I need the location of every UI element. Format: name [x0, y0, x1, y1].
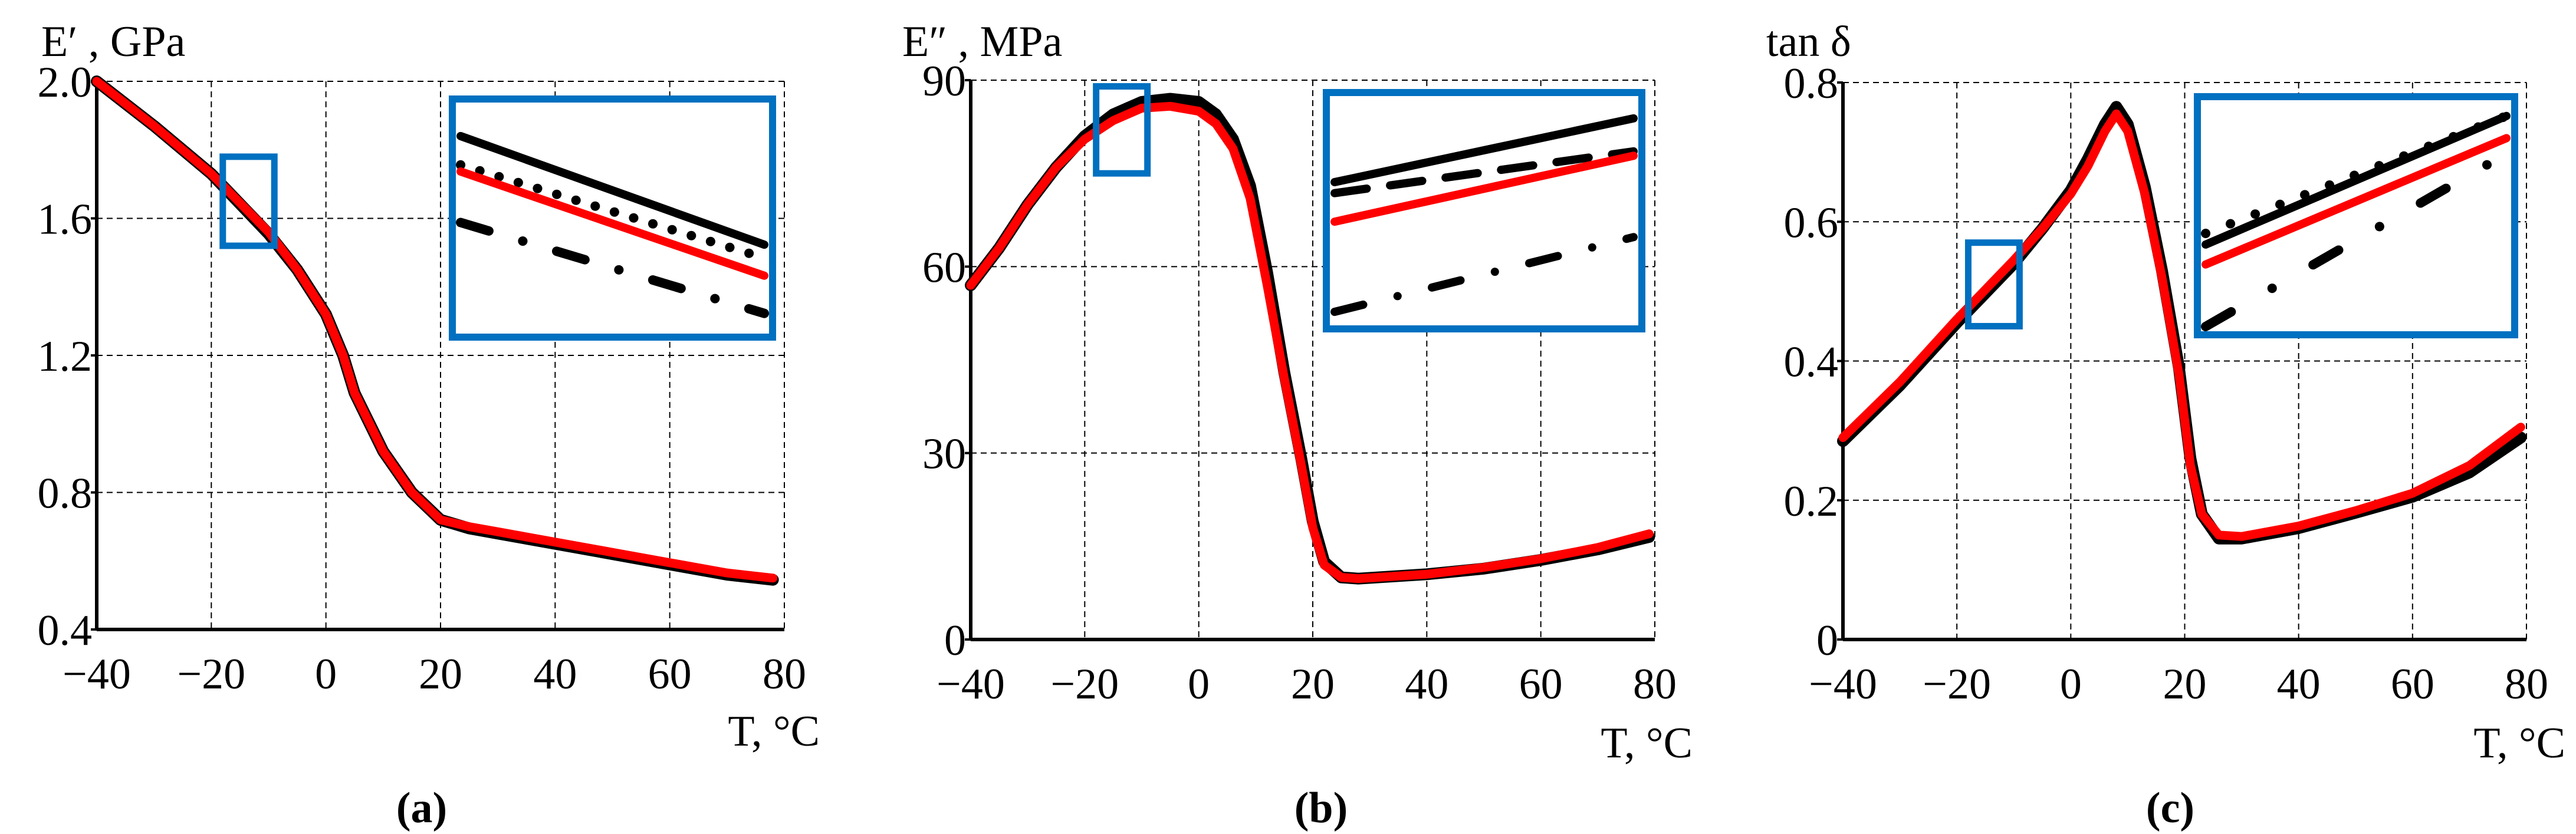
panel-label: (c): [2146, 784, 2194, 832]
x-tick-label: −20: [177, 650, 245, 698]
y-tick-label: 0.4: [38, 606, 93, 655]
x-tick-label: 80: [2505, 660, 2548, 708]
inset-panel: [449, 95, 776, 341]
x-axis-title: T, °C: [2473, 719, 2565, 767]
inset-background: [452, 99, 773, 337]
y-tick-label: 0.8: [1784, 60, 1839, 108]
y-tick-label: 0.8: [38, 470, 93, 518]
inset-series-line: [456, 131, 768, 249]
x-tick-label: 80: [763, 650, 806, 698]
y-tick-label: 0: [1816, 617, 1838, 665]
zoom-region-marker: [1964, 239, 2023, 329]
inset-frame: [1323, 89, 1645, 332]
inset-series-line: [1330, 147, 1638, 197]
x-axis-title: T, °C: [1601, 719, 1693, 767]
chart-panel-a: −40 −20 0 20 40 60 80 0.4 0.8 1.2 1.6 2.0E′ , GPa T,…: [38, 18, 820, 832]
x-tick-label: 80: [1633, 660, 1677, 708]
series-line-red-solid: [966, 101, 1654, 584]
inset-series-line: [456, 160, 769, 263]
inset-series-line: [456, 217, 769, 318]
x-tick-label: −20: [1923, 660, 1991, 708]
inset-panel: [2194, 93, 2518, 338]
y-tick-label: 0.2: [1784, 477, 1839, 526]
y-axis-title: E′ , GPa: [41, 18, 185, 66]
y-tick-label: 1.2: [38, 332, 93, 381]
x-tick-label: −40: [1809, 660, 1877, 708]
x-tick-label: 40: [533, 650, 577, 698]
inset-series-line: [1330, 114, 1638, 187]
y-tick-label: 30: [922, 430, 966, 479]
x-tick-label: 20: [419, 650, 462, 698]
series-line-red-solid: [1838, 109, 2525, 541]
x-tick-label: −20: [1050, 660, 1119, 708]
y-tick-label: 0: [944, 617, 966, 665]
inset-series-line: [2202, 134, 2511, 269]
y-tick-label: 2.0: [38, 58, 93, 107]
inset-series-line: [456, 167, 768, 280]
y-tick-label: 90: [922, 57, 966, 106]
x-tick-label: 60: [1519, 660, 1563, 708]
x-tick-label: 60: [648, 650, 692, 698]
y-tick-label: 0.6: [1784, 199, 1839, 247]
series-line-red-solid: [92, 77, 778, 583]
x-tick-label: 20: [1291, 660, 1335, 708]
zoom-region-marker: [1093, 83, 1151, 177]
y-tick-label: 1.6: [38, 196, 93, 244]
x-axis-title: T, °C: [728, 707, 820, 756]
x-tick-label: 40: [1405, 660, 1448, 708]
y-tick-label: 60: [922, 243, 966, 292]
y-tick-label: 0.4: [1784, 338, 1839, 387]
y-axis-title: E″ , MPa: [902, 18, 1062, 66]
x-tick-label: 0: [1188, 660, 1210, 708]
x-tick-label: 60: [2391, 660, 2434, 708]
x-tick-label: −40: [63, 650, 131, 698]
inset-frame: [449, 95, 776, 341]
x-tick-label: 0: [315, 650, 337, 698]
y-axis-title: tan δ: [1766, 18, 1851, 66]
chart-panel-b: −40 −20 0 20 40 60 80 0 30 60 90E″ , MPa T, °C (b): [902, 18, 1693, 832]
zoom-region-marker: [219, 153, 278, 249]
x-tick-label: −40: [937, 660, 1005, 708]
x-tick-label: 20: [2163, 660, 2207, 708]
inset-frame: [2194, 93, 2518, 338]
panel-label: (b): [1294, 784, 1348, 832]
inset-series-line: [1330, 151, 1638, 226]
inset-series-line: [2201, 111, 2511, 239]
x-tick-label: 0: [2060, 660, 2082, 708]
panel-label: (a): [396, 784, 447, 832]
x-tick-label: 40: [2277, 660, 2321, 708]
inset-panel: [1323, 89, 1645, 332]
